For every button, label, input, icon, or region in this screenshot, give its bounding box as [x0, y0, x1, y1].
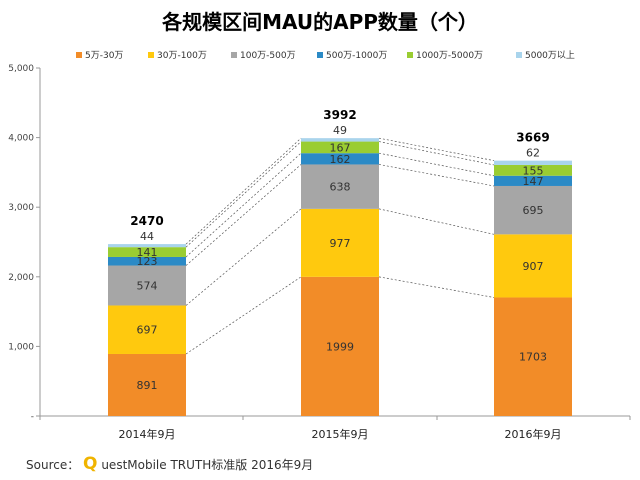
- y-tick-label: 2,000: [8, 273, 34, 283]
- bar-segment: [301, 153, 379, 165]
- data-label: 574: [137, 280, 158, 293]
- data-label: 141: [137, 246, 158, 259]
- x-category-label: 2015年9月: [312, 427, 369, 441]
- bar-segment: [108, 353, 186, 416]
- y-tick-label: 4,000: [8, 134, 34, 144]
- bar-segment: [494, 185, 572, 235]
- connector-line: [378, 164, 495, 187]
- bar-segment: [494, 175, 572, 186]
- bar-segment: [108, 244, 186, 248]
- data-label: 162: [330, 153, 351, 166]
- source-prefix: Source：: [26, 458, 80, 472]
- y-tick-label: 5,000: [8, 64, 34, 74]
- legend-label: 5000万以上: [525, 50, 575, 61]
- bar-segment: [301, 276, 379, 416]
- data-label: 167: [330, 141, 351, 154]
- legend-label: 5万-30万: [85, 51, 123, 61]
- connector-line: [185, 137, 302, 245]
- data-label: 697: [137, 324, 158, 337]
- bar-segment: [494, 160, 572, 165]
- legend-swatch: [76, 52, 82, 58]
- total-label: 2470: [130, 214, 163, 228]
- data-label: 49: [333, 124, 347, 137]
- legend-swatch: [317, 52, 323, 58]
- data-label: 44: [140, 230, 154, 243]
- data-label: 977: [330, 237, 351, 250]
- data-label: 891: [137, 379, 158, 392]
- legend-label: 500万-1000万: [326, 51, 387, 61]
- legend-label: 30万-100万: [157, 51, 207, 61]
- data-label: 62: [526, 147, 540, 160]
- connector-line: [185, 152, 302, 258]
- source-line: Source： Q uestMobile TRUTH标准版 2016年9月: [26, 454, 313, 474]
- bar-segment: [494, 234, 572, 298]
- bar-segment: [108, 265, 186, 306]
- connector-line: [185, 164, 302, 266]
- connector-line: [378, 141, 495, 166]
- connector-line: [378, 137, 495, 161]
- data-label: 123: [137, 255, 158, 268]
- y-tick-label: 1,000: [8, 342, 34, 352]
- data-label: 638: [330, 181, 351, 194]
- total-label: 3992: [323, 108, 356, 122]
- x-category-label: 2014年9月: [119, 427, 176, 441]
- bar-segment: [301, 141, 379, 154]
- bar-segment: [494, 297, 572, 416]
- connector-line: [185, 141, 302, 248]
- total-label: 3669: [516, 131, 549, 145]
- x-category-label: 2016年9月: [505, 427, 562, 441]
- bar-segment: [301, 164, 379, 209]
- connector-line: [378, 152, 495, 177]
- brand-initial: Q: [83, 454, 98, 474]
- bar-segment: [494, 164, 572, 176]
- bar-segment: [301, 138, 379, 142]
- legend-swatch: [231, 52, 237, 58]
- chart-title: 各规模区间MAU的APP数量（个）: [162, 10, 478, 34]
- source-text: uestMobile TRUTH标准版 2016年9月: [101, 458, 314, 472]
- legend-label: 1000万-5000万: [416, 51, 483, 61]
- data-label: 1999: [326, 340, 354, 353]
- data-label: 695: [523, 204, 544, 217]
- connector-line: [185, 208, 302, 306]
- connector-line: [378, 208, 495, 235]
- legend-swatch: [516, 52, 522, 58]
- y-tick-label: 3,000: [8, 203, 34, 213]
- y-tick-label: -: [31, 412, 34, 422]
- data-label: 155: [523, 164, 544, 177]
- legend-swatch: [407, 52, 413, 58]
- legend-label: 100万-500万: [240, 51, 296, 61]
- bar-segment: [108, 256, 186, 266]
- bar-segment: [301, 208, 379, 277]
- connector-line: [378, 276, 495, 298]
- data-label: 1703: [519, 351, 547, 364]
- data-label: 907: [523, 260, 544, 273]
- legend-swatch: [148, 52, 154, 58]
- connector-line: [185, 276, 302, 355]
- data-label: 147: [523, 175, 544, 188]
- bar-segment: [108, 247, 186, 257]
- bar-segment: [108, 305, 186, 354]
